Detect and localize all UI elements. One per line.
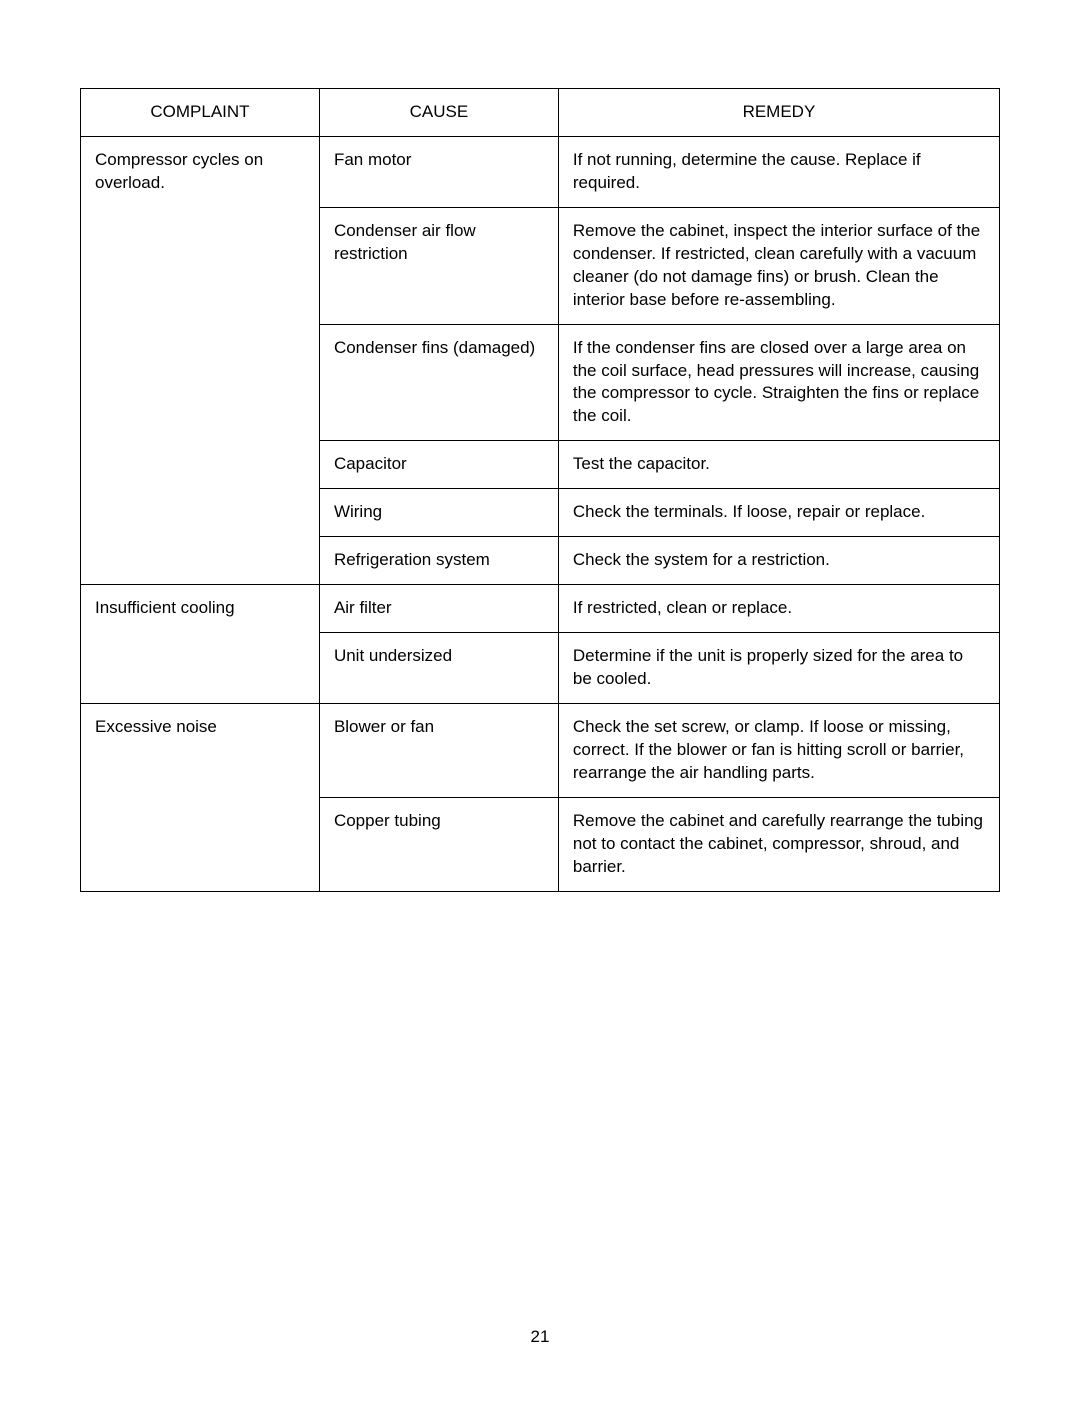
table-row: Insufficient cooling Air filter If restr… (81, 585, 1000, 633)
header-cause: CAUSE (319, 89, 558, 137)
troubleshooting-table: COMPLAINT CAUSE REMEDY Compressor cycles… (80, 88, 1000, 892)
header-complaint: COMPLAINT (81, 89, 320, 137)
cell-cause: Unit undersized (319, 633, 558, 704)
cell-remedy: Check the terminals. If loose, repair or… (558, 489, 999, 537)
table-row: Compressor cycles on overload. Fan motor… (81, 136, 1000, 207)
cell-cause: Condenser air flow restriction (319, 207, 558, 324)
cell-complaint: Insufficient cooling (81, 585, 320, 704)
page-number: 21 (0, 1327, 1080, 1347)
cell-cause: Fan motor (319, 136, 558, 207)
cell-complaint: Compressor cycles on overload. (81, 136, 320, 584)
cell-cause: Copper tubing (319, 797, 558, 891)
document-page: COMPLAINT CAUSE REMEDY Compressor cycles… (0, 0, 1080, 892)
cell-remedy: Check the system for a restriction. (558, 537, 999, 585)
cell-complaint: Excessive noise (81, 703, 320, 891)
cell-cause: Blower or fan (319, 703, 558, 797)
cell-remedy: If restricted, clean or replace. (558, 585, 999, 633)
cell-remedy: Remove the cabinet, inspect the interior… (558, 207, 999, 324)
cell-cause: Capacitor (319, 441, 558, 489)
cell-remedy: Test the capacitor. (558, 441, 999, 489)
cell-remedy: Remove the cabinet and carefully rearran… (558, 797, 999, 891)
cell-cause: Air filter (319, 585, 558, 633)
table-header-row: COMPLAINT CAUSE REMEDY (81, 89, 1000, 137)
header-remedy: REMEDY (558, 89, 999, 137)
cell-cause: Condenser fins (damaged) (319, 324, 558, 441)
cell-cause: Wiring (319, 489, 558, 537)
cell-cause: Refrigeration system (319, 537, 558, 585)
cell-remedy: If the condenser fins are closed over a … (558, 324, 999, 441)
cell-remedy: If not running, determine the cause. Rep… (558, 136, 999, 207)
cell-remedy: Check the set screw, or clamp. If loose … (558, 703, 999, 797)
table-row: Excessive noise Blower or fan Check the … (81, 703, 1000, 797)
cell-remedy: Determine if the unit is properly sized … (558, 633, 999, 704)
